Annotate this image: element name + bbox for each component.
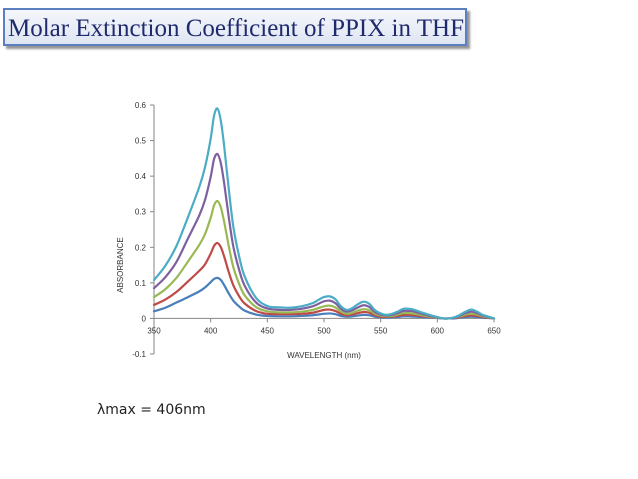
y-tick-label: 0.1 bbox=[135, 279, 147, 288]
x-tick-label: 650 bbox=[487, 326, 501, 335]
x-tick-label: 450 bbox=[261, 326, 275, 335]
x-tick-label: 500 bbox=[317, 326, 331, 335]
y-tick-label: 0.2 bbox=[135, 243, 147, 252]
lambda-max-caption: λmax = 406nm bbox=[97, 402, 206, 418]
x-tick-label: 400 bbox=[204, 326, 218, 335]
x-axis-title: WAVELENGTH (nm) bbox=[287, 351, 361, 360]
y-axis-title: ABSORBANCE bbox=[116, 237, 125, 293]
slide-title-box: Molar Extinction Coefficient of PPIX in … bbox=[3, 8, 467, 46]
x-tick-label: 350 bbox=[147, 326, 161, 335]
y-tick-label: 0.6 bbox=[135, 101, 147, 110]
y-tick-label: 0.3 bbox=[135, 208, 147, 217]
x-tick-label: 600 bbox=[431, 326, 445, 335]
slide-title: Molar Extinction Coefficient of PPIX in … bbox=[8, 15, 464, 42]
y-tick-label: -0.1 bbox=[132, 350, 146, 359]
series-line-5 bbox=[152, 107, 496, 320]
y-tick-label: 0.5 bbox=[135, 137, 147, 146]
y-tick-label: 0 bbox=[142, 314, 147, 323]
y-tick-label: 0.4 bbox=[135, 172, 147, 181]
x-tick-label: 550 bbox=[374, 326, 388, 335]
